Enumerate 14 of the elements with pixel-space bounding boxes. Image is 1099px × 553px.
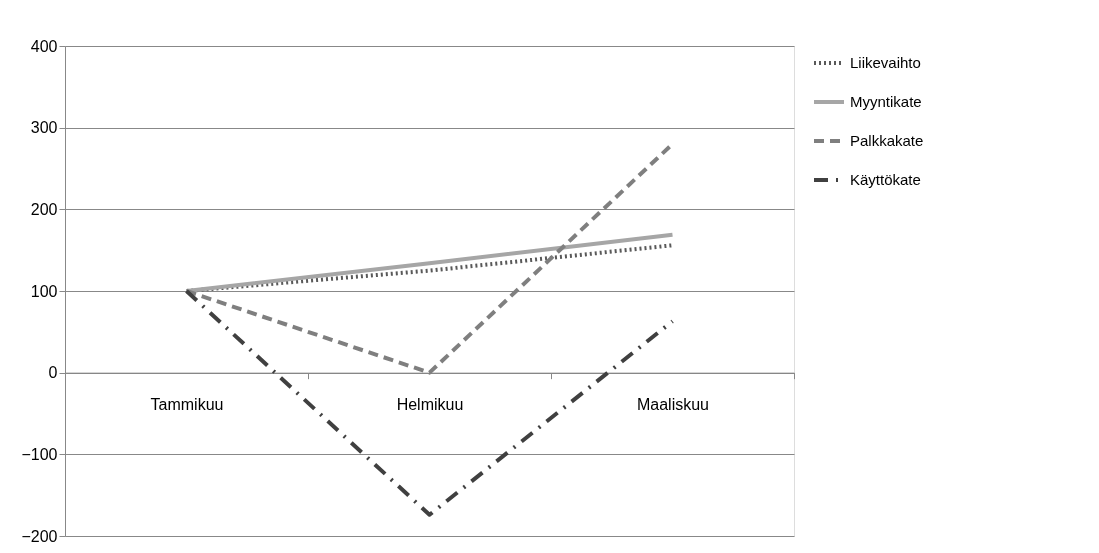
- y-tick-label: 400: [30, 37, 58, 55]
- y-tick-label: 200: [30, 200, 58, 218]
- x-tick-label: Tammikuu: [150, 396, 224, 414]
- y-tick-label: 0: [48, 364, 58, 382]
- y-tick-label: −100: [21, 445, 58, 463]
- legend-label: Myyntikate: [850, 93, 922, 110]
- y-tick-label: 100: [30, 282, 58, 300]
- x-tick-label: Helmikuu: [396, 396, 464, 414]
- legend-label: Käyttökate: [850, 171, 921, 188]
- x-tick-label: Maaliskuu: [636, 396, 710, 414]
- y-tick-label: −200: [21, 527, 58, 545]
- legend-label: Liikevaihto: [850, 54, 921, 71]
- legend-label: Palkkakate: [850, 132, 924, 149]
- y-tick-label: 300: [30, 119, 58, 137]
